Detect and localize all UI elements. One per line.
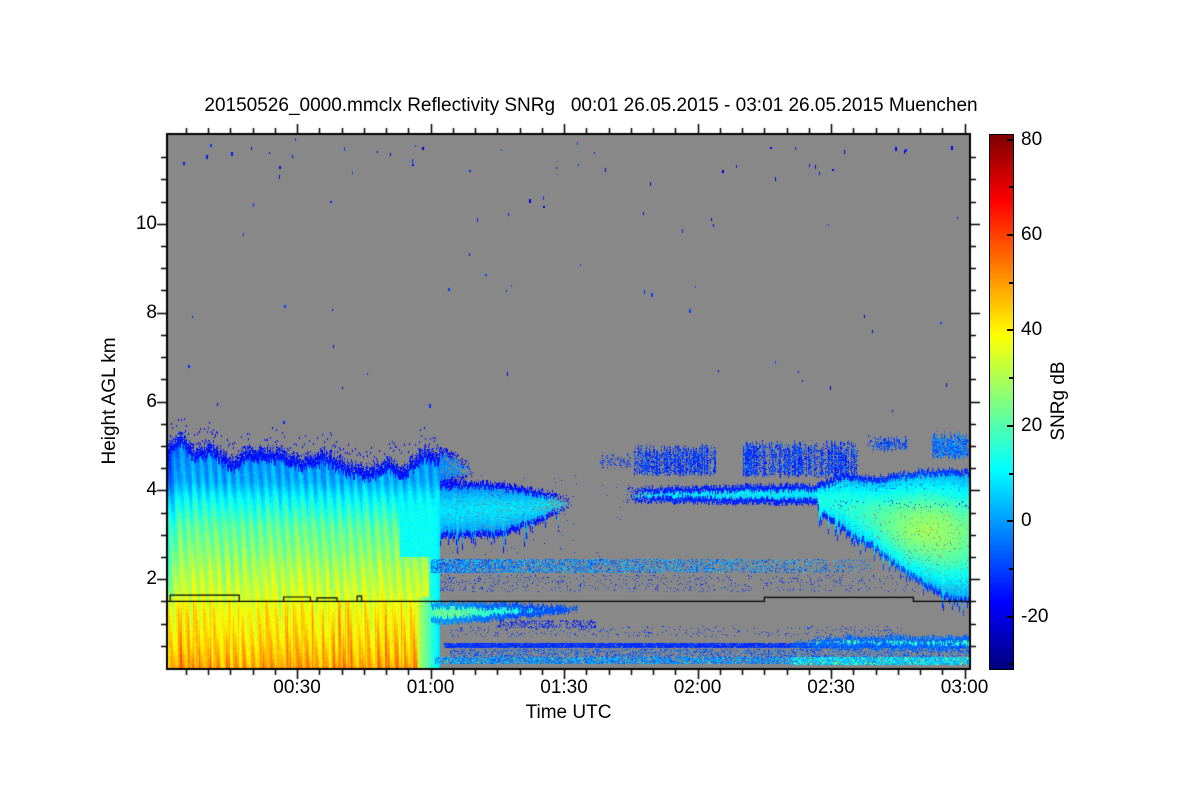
colorbar-tick <box>1007 329 1013 332</box>
y-tick-label: 6 <box>146 390 157 412</box>
x-tick-label: 00:30 <box>273 677 321 698</box>
colorbar-tick-label: 40 <box>1021 319 1043 341</box>
colorbar-tick <box>1009 377 1013 380</box>
colorbar-tick-label: 0 <box>1021 510 1032 532</box>
y-tick-label: 2 <box>146 568 157 590</box>
colorbar-tick <box>1007 138 1013 141</box>
colorbar-tick <box>1007 615 1013 618</box>
x-tick-label: 01:00 <box>406 677 455 698</box>
colorbar-tick <box>1009 472 1013 475</box>
colorbar-tick <box>1007 424 1013 427</box>
x-tick-label: 02:30 <box>807 677 855 698</box>
x-tick-label: 02:00 <box>673 677 722 698</box>
colorbar-tick <box>1009 186 1013 189</box>
colorbar-tick-label: -20 <box>1021 605 1049 627</box>
plot-title: 20150526_0000.mmclx Reflectivity SNRg 00… <box>204 95 978 116</box>
colorbar-label: SNRg dB <box>1048 361 1069 441</box>
x-axis-label: Time UTC <box>525 702 612 723</box>
colorbar-tick <box>1009 663 1013 666</box>
colorbar-tick <box>1007 520 1013 523</box>
colorbar-tick <box>1007 234 1013 237</box>
colorbar-tick <box>1009 567 1013 570</box>
colorbar <box>989 134 1014 670</box>
colorbar-tick-label: 80 <box>1021 128 1043 150</box>
y-tick-label: 10 <box>135 212 157 234</box>
colorbar-tick <box>1009 281 1013 284</box>
colorbar-tick-label: 20 <box>1021 414 1043 436</box>
y-tick-label: 4 <box>146 479 157 501</box>
colorbar-tick-label: 60 <box>1021 224 1043 246</box>
x-tick-label: 01:30 <box>540 677 588 698</box>
y-tick-label: 8 <box>146 301 157 323</box>
x-tick-label: 03:00 <box>940 677 989 698</box>
